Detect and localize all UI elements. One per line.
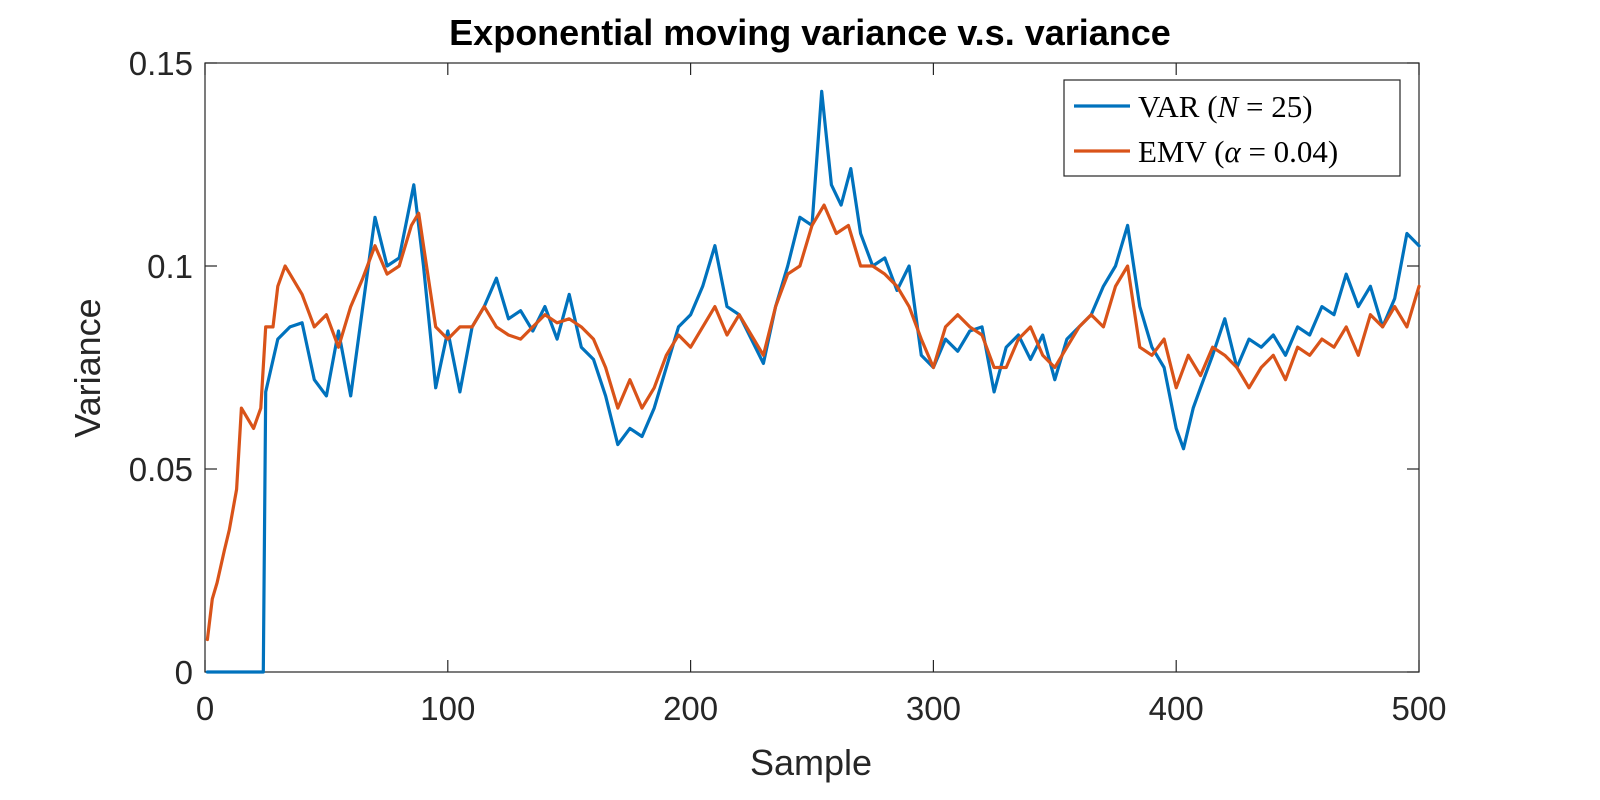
legend: VAR (N = 25) EMV (α = 0.04) — [1063, 79, 1401, 177]
x-tick-label: 300 — [906, 690, 961, 727]
y-tick-label: 0 — [175, 654, 193, 691]
legend-math-symbol: N — [1217, 89, 1241, 124]
legend-text-part: VAR ( — [1138, 89, 1218, 124]
x-tick-label: 400 — [1149, 690, 1204, 727]
legend-math-symbol: α — [1224, 134, 1241, 169]
y-axis-label: Variance — [67, 298, 108, 437]
x-tick-label: 200 — [663, 690, 718, 727]
series-line-var — [205, 89, 1421, 674]
legend-text-part: = 0.04) — [1241, 134, 1339, 169]
axis-ticks: 0 100 200 300 400 500 0 0.05 0.1 0.15 — [129, 45, 1447, 727]
legend-entry-label: EMV (α = 0.04) — [1138, 134, 1338, 169]
x-tick-label: 0 — [196, 690, 214, 727]
series-lines — [205, 89, 1421, 674]
chart-title: Exponential moving variance v.s. varianc… — [449, 12, 1171, 53]
legend-text-part: EMV ( — [1138, 134, 1224, 169]
x-axis-label: Sample — [750, 742, 872, 783]
legend-box — [1063, 79, 1401, 177]
legend-text-part: = 25) — [1238, 89, 1312, 124]
series-line-emv — [205, 203, 1421, 642]
x-tick-label: 500 — [1391, 690, 1446, 727]
y-tick-label: 0.05 — [129, 451, 193, 488]
legend-entry-label: VAR (N = 25) — [1138, 89, 1313, 124]
x-tick-label: 100 — [420, 690, 475, 727]
y-tick-label: 0.15 — [129, 45, 193, 82]
y-tick-label: 0.1 — [147, 248, 193, 285]
